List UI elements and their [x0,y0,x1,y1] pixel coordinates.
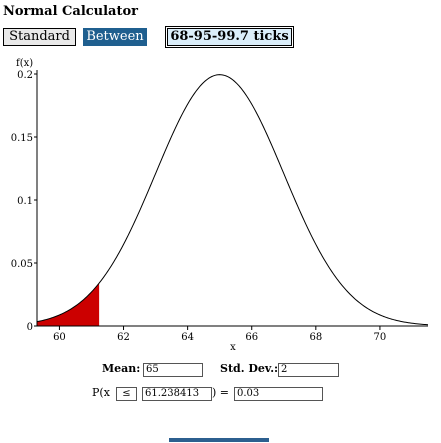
mean-input[interactable]: 65 [143,363,203,377]
app-title: Normal Calculator [3,4,139,19]
prob-prefix: P(x [92,386,110,399]
x-tick-label: 62 [117,332,130,343]
normal-curve-chart: 60 62 64 66 68 70 0 0.05 0.1 0.15 0.2f(x) x [11,58,429,353]
y-tick-label: 0 [27,322,33,333]
sd-input[interactable]: 2 [278,363,339,377]
x-value-input[interactable]: 61.238413 [142,387,212,401]
x-tick-label: 64 [181,332,194,343]
x-tick-label: 68 [309,332,322,343]
y-tick-label: 0.05 [11,259,33,270]
mean-label: Mean: [102,362,141,375]
sd-label: Std. Dev.: [220,362,279,375]
x-axis-label: x [230,342,236,353]
result-output: 0.03 [234,387,323,401]
y-axis-label: f(x) [16,58,33,69]
y-tick-label: 0.1 [17,196,33,207]
x-tick-label: 70 [374,332,387,343]
ticks-button[interactable]: 68-95-99.7 ticks [165,26,294,48]
density-curve [36,74,429,326]
y-tick-label: 0.2 [17,70,33,81]
y-tick-label: 0.15 [11,133,33,144]
scrollbar[interactable] [169,438,269,442]
standard-button[interactable]: Standard [3,28,76,46]
x-tick-label: 66 [245,332,258,343]
operator-select[interactable]: ≤ [116,387,137,401]
shaded-area [37,283,100,326]
between-button[interactable]: Between [83,28,147,46]
equals-sign: ) = [212,386,230,399]
x-tick-label: 60 [53,332,66,343]
